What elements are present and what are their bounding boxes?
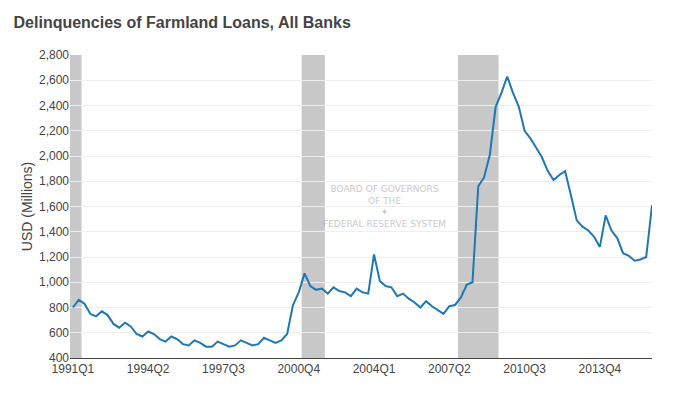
svg-text:2,000: 2,000 [39, 149, 69, 163]
svg-text:2,800: 2,800 [39, 48, 69, 62]
svg-text:1,000: 1,000 [39, 275, 69, 289]
svg-text:600: 600 [49, 326, 69, 340]
svg-text:400: 400 [49, 351, 69, 365]
svg-text:USD (Millions): USD (Millions) [19, 162, 35, 251]
svg-text:2004Q1: 2004Q1 [353, 362, 396, 376]
svg-text:1,400: 1,400 [39, 225, 69, 239]
svg-text:1,600: 1,600 [39, 200, 69, 214]
svg-text:2,400: 2,400 [39, 99, 69, 113]
svg-text:Delinquencies of Farmland Loan: Delinquencies of Farmland Loans, All Ban… [14, 14, 351, 31]
svg-text:1997Q3: 1997Q3 [202, 362, 245, 376]
svg-text:2010Q3: 2010Q3 [503, 362, 546, 376]
svg-text:2,600: 2,600 [39, 73, 69, 87]
svg-text:1994Q2: 1994Q2 [127, 362, 170, 376]
svg-text:1,200: 1,200 [39, 250, 69, 264]
svg-text:1,800: 1,800 [39, 174, 69, 188]
svg-text:2013Q4: 2013Q4 [579, 362, 622, 376]
svg-text:2007Q2: 2007Q2 [428, 362, 471, 376]
svg-text:2,200: 2,200 [39, 124, 69, 138]
svg-text:1991Q1: 1991Q1 [52, 362, 95, 376]
svg-text:800: 800 [49, 301, 69, 315]
svg-text:2000Q4: 2000Q4 [277, 362, 320, 376]
svg-text:BOARD OF GOVERNORSOF THE✦FEDER: BOARD OF GOVERNORSOF THE✦FEDERAL RESERVE… [323, 184, 446, 229]
